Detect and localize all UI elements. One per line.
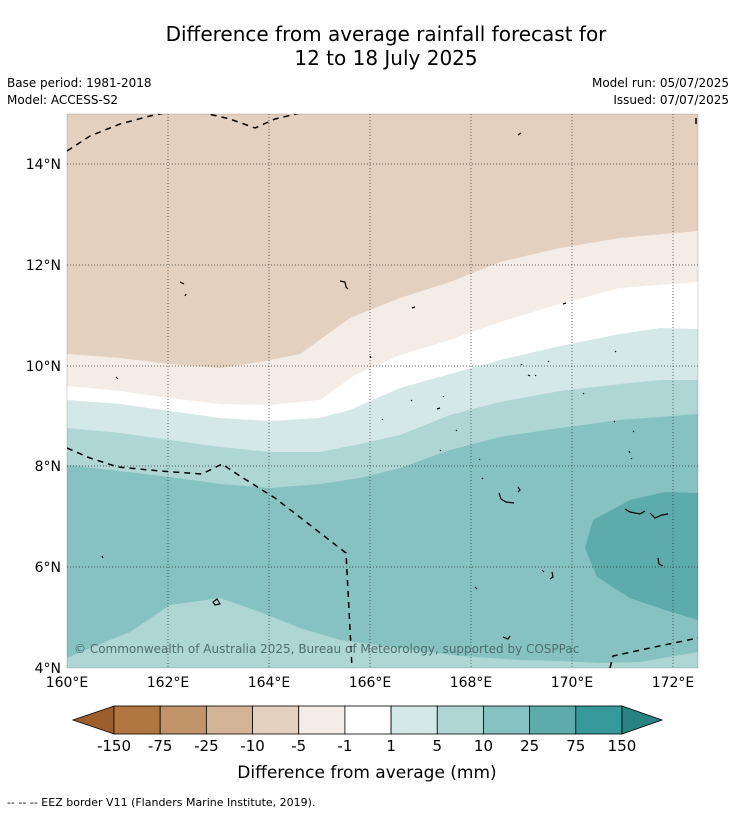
title-line-2: 12 to 18 July 2025 xyxy=(294,46,478,70)
colorbar-swatch xyxy=(575,705,623,735)
colorbar-swatch xyxy=(159,705,207,735)
lat-label-6n: 6°N xyxy=(35,560,61,576)
colorbar-swatch xyxy=(252,705,300,735)
rainfall-map: © Commonwealth of Australia 2025, Bureau… xyxy=(67,114,698,668)
base-period: Base period: 1981-2018 xyxy=(7,76,152,90)
longitude-labels: 160°E 162°E 164°E 166°E 168°E 170°E 172°… xyxy=(46,675,695,691)
lat-label-10n: 10°N xyxy=(26,359,61,375)
model-run: Model run: 05/07/2025 xyxy=(591,76,729,90)
eez-borders xyxy=(67,114,698,668)
lon-label-168e: 168°E xyxy=(450,675,493,691)
map-frame xyxy=(66,113,699,669)
colorbar-extend-high xyxy=(621,705,664,735)
meta-left: Base period: 1981-2018 Model: ACCESS-S2 xyxy=(7,75,152,109)
colorbar-extend-low xyxy=(71,705,115,735)
colorbar-swatch xyxy=(483,705,531,735)
lat-label-8n: 8°N xyxy=(35,459,61,475)
colorbar-swatch xyxy=(205,705,253,735)
lon-label-160e: 160°E xyxy=(46,675,89,691)
lon-label-164e: 164°E xyxy=(248,675,291,691)
lat-label-14n: 14°N xyxy=(26,157,61,173)
lon-label-172e: 172°E xyxy=(652,675,695,691)
colorbar-tick-label: 5 xyxy=(432,737,442,755)
colorbar-tick-label: -5 xyxy=(291,737,306,755)
model-name: Model: ACCESS-S2 xyxy=(7,93,119,107)
lon-label-170e: 170°E xyxy=(551,675,594,691)
lon-label-162e: 162°E xyxy=(147,675,190,691)
colorbar-tick-label: 25 xyxy=(520,737,539,755)
title-line-1: Difference from average rainfall forecas… xyxy=(165,22,607,46)
colorbar-tick-label: -75 xyxy=(148,737,173,755)
colorbar-swatch xyxy=(529,705,577,735)
colorbar-swatch xyxy=(390,705,438,735)
colorbar-swatch xyxy=(436,705,484,735)
lat-label-4n: 4°N xyxy=(35,661,61,677)
colorbar-tick-label: -25 xyxy=(194,737,219,755)
band-25-to-75 xyxy=(585,492,698,620)
eez-footnote: -- -- -- EEZ border V11 (Flanders Marine… xyxy=(7,796,316,809)
colorbar-swatch xyxy=(344,705,392,735)
colorbar-label: Difference from average (mm) xyxy=(237,763,496,783)
meta-right: Model run: 05/07/2025 Issued: 07/07/2025 xyxy=(592,75,729,109)
colorbar-tick-label: 1 xyxy=(386,737,396,755)
colorbar-tick-label: 75 xyxy=(566,737,585,755)
colorbar-tick-label: 150 xyxy=(608,737,637,755)
issued-date: Issued: 07/07/2025 xyxy=(613,93,729,107)
colorbar-tick-label: -10 xyxy=(240,737,265,755)
colorbar-swatch xyxy=(113,705,161,735)
colorbar-tick-label: -1 xyxy=(337,737,352,755)
colorbar: -150 -75 -25 -10 -5 -1 1 5 10 25 75 150 xyxy=(71,705,664,755)
lon-label-166e: 166°E xyxy=(349,675,392,691)
lat-label-12n: 12°N xyxy=(26,258,61,274)
latitude-labels: 14°N 12°N 10°N 8°N 6°N 4°N xyxy=(26,157,61,677)
colorbar-tick-label: 10 xyxy=(474,737,493,755)
copyright-notice: © Commonwealth of Australia 2025, Bureau… xyxy=(74,642,579,656)
colorbar-swatch xyxy=(298,705,346,735)
colorbar-tick-label: -150 xyxy=(97,737,131,755)
graticule xyxy=(67,114,698,668)
islands xyxy=(101,132,669,640)
map-title: Difference from average rainfall forecas… xyxy=(0,22,736,70)
band-5-to-10-south xyxy=(67,598,698,668)
